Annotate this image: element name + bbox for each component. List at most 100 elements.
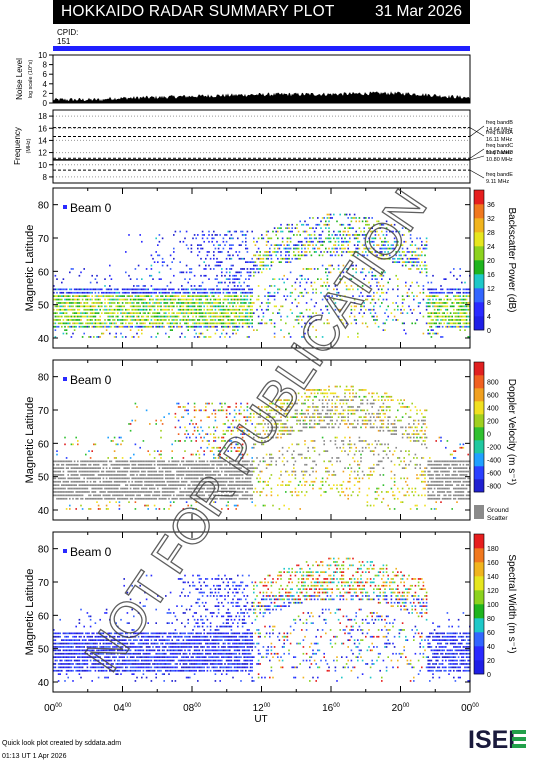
lat-tick-label: 60 [38,267,50,278]
freq-band-label: freq bandB [486,120,513,126]
cpid-value: 151 [57,37,71,46]
cpid-label: CPID: 151 [57,28,78,46]
colorbar-swatch [474,604,484,619]
colorbar-frame [473,361,485,493]
colorbar-tick-label: 120 [487,588,499,595]
freq-band-value: 11.07 MHz [486,150,512,156]
colorbar-tick-label: 60 [487,630,495,637]
noise-tick-label: 8 [43,61,48,70]
colorbar-tick-label: 16 [487,272,495,279]
beam-marker [63,549,67,553]
time-tick-label: 1200 [253,703,271,714]
colorbar-swatch [474,548,484,563]
colorbar-swatch [474,316,484,331]
colorbar-swatch [474,427,484,441]
noise-tick-label: 4 [43,80,48,89]
time-tick-label: 1600 [322,703,340,714]
colorbar-tick-label: 400 [487,406,499,413]
noise-yunit: log scale (10^x) [28,60,34,99]
radar-panel-3: 40 50 60 70 80 Magnetic Latitude Beam 0 0 20 40 60… [24,531,517,693]
freq-band-leader [469,148,485,159]
time-tick-label: 0400 [114,703,132,714]
colorbar-swatch [474,618,484,633]
lat-tick-label: 80 [38,373,50,384]
colorbar-swatch [474,401,484,415]
colorbar-swatch [474,246,484,261]
colorbar-tick-label: -800 [487,484,501,491]
freq-band-value: 14.64 MHz [486,127,513,133]
colorbar-swatch [474,288,484,303]
colorbar-swatch [474,466,484,480]
colorbar-tick-label: 20 [487,658,495,665]
lat-axis-label: Magnetic Latitude [24,225,36,312]
colorbar-tick-label: 4 [487,314,491,321]
lat-axis-label: Magnetic Latitude [24,397,36,484]
noise-ylabel: Noise Level [15,58,24,100]
lat-axis-label: Magnetic Latitude [24,569,36,656]
colorbar-tick-label: -400 [487,458,501,465]
beam-marker [63,377,67,381]
colorbar-swatch [474,562,484,577]
colorbar-tick-label: 32 [487,216,495,223]
colorbar-tick-label: 40 [487,644,495,651]
colorbar-swatch [474,479,484,493]
footer-created-by: Quick look plot created by sddata.adm [2,740,122,747]
beam-marker [63,205,67,209]
colorbar-tick-label: 0 [487,432,491,439]
beam-label: Beam 0 [70,201,112,215]
lat-tick-label: 80 [38,545,50,556]
lat-tick-label: 60 [38,439,50,450]
freq-yunit: (MHz) [26,138,32,153]
freq-band-value: 10.80 MHz [486,157,513,163]
colorbar-tick-label: 800 [487,380,499,387]
colorbar-swatch [474,414,484,428]
colorbar-tick-label: 100 [487,602,499,609]
lat-tick-label: 70 [38,578,50,589]
scatter-cells [53,557,471,682]
colorbar-tick-label: 8 [487,300,491,307]
noise-frame [52,54,471,104]
colorbar-frame [473,189,485,331]
colorbar-swatch [474,388,484,402]
colorbar-tick-label: -200 [487,445,501,452]
colorbar-tick-label: 80 [487,616,495,623]
freq-tick-label: 18 [38,112,47,121]
colorbar-tick-label: 0 [487,672,491,679]
lat-tick-label: 80 [38,201,50,212]
freq-band-value: 16.11 MHz [486,137,512,143]
colorbar-label: Backscatter Power (dB) [506,207,517,312]
colorbar-swatch [474,590,484,605]
scatter-cells [53,213,471,338]
freq-band-label: freq bandA [486,130,513,136]
time-axis-label: UT [254,714,267,725]
noise-tick-label: 10 [38,51,47,60]
colorbar-tick-label: 0 [487,328,491,335]
plot-header: HOKKAIDO RADAR SUMMARY PLOT 31 Mar 2026 [53,0,470,24]
freq-band-leader [469,169,485,179]
beam-label: Beam 0 [70,373,112,387]
beam-label: Beam 0 [70,545,112,559]
freq-band-value: 9.11 MHz [486,179,509,185]
time-tick-label: 0800 [183,703,201,714]
freq-tick-label: 10 [38,161,47,170]
colorbar-swatch [474,204,484,219]
colorbar-frame [473,533,485,675]
ground-scatter-label: Ground [487,507,509,514]
colorbar-label: Doppler Velocity (m s⁻¹) [506,379,517,485]
freq-band-label: freq bandD [486,150,513,156]
lat-tick-label: 70 [38,406,50,417]
colorbar-swatch [474,260,484,275]
colorbar-tick-label: -600 [487,471,501,478]
colorbar-swatch [474,534,484,549]
colorbar-tick-label: 600 [487,393,499,400]
colorbar-label: Spectral Width (m s⁻¹) [506,554,517,653]
time-tick-label: 0000 [461,703,479,714]
cpid-key: CPID: [57,28,79,37]
noise-tick-label: 0 [43,99,48,108]
freq-frame [52,109,471,184]
cpid-bar [53,46,470,51]
freq-band-label: freq bandE [486,172,513,178]
ground-scatter-label: Scatter [487,515,508,522]
